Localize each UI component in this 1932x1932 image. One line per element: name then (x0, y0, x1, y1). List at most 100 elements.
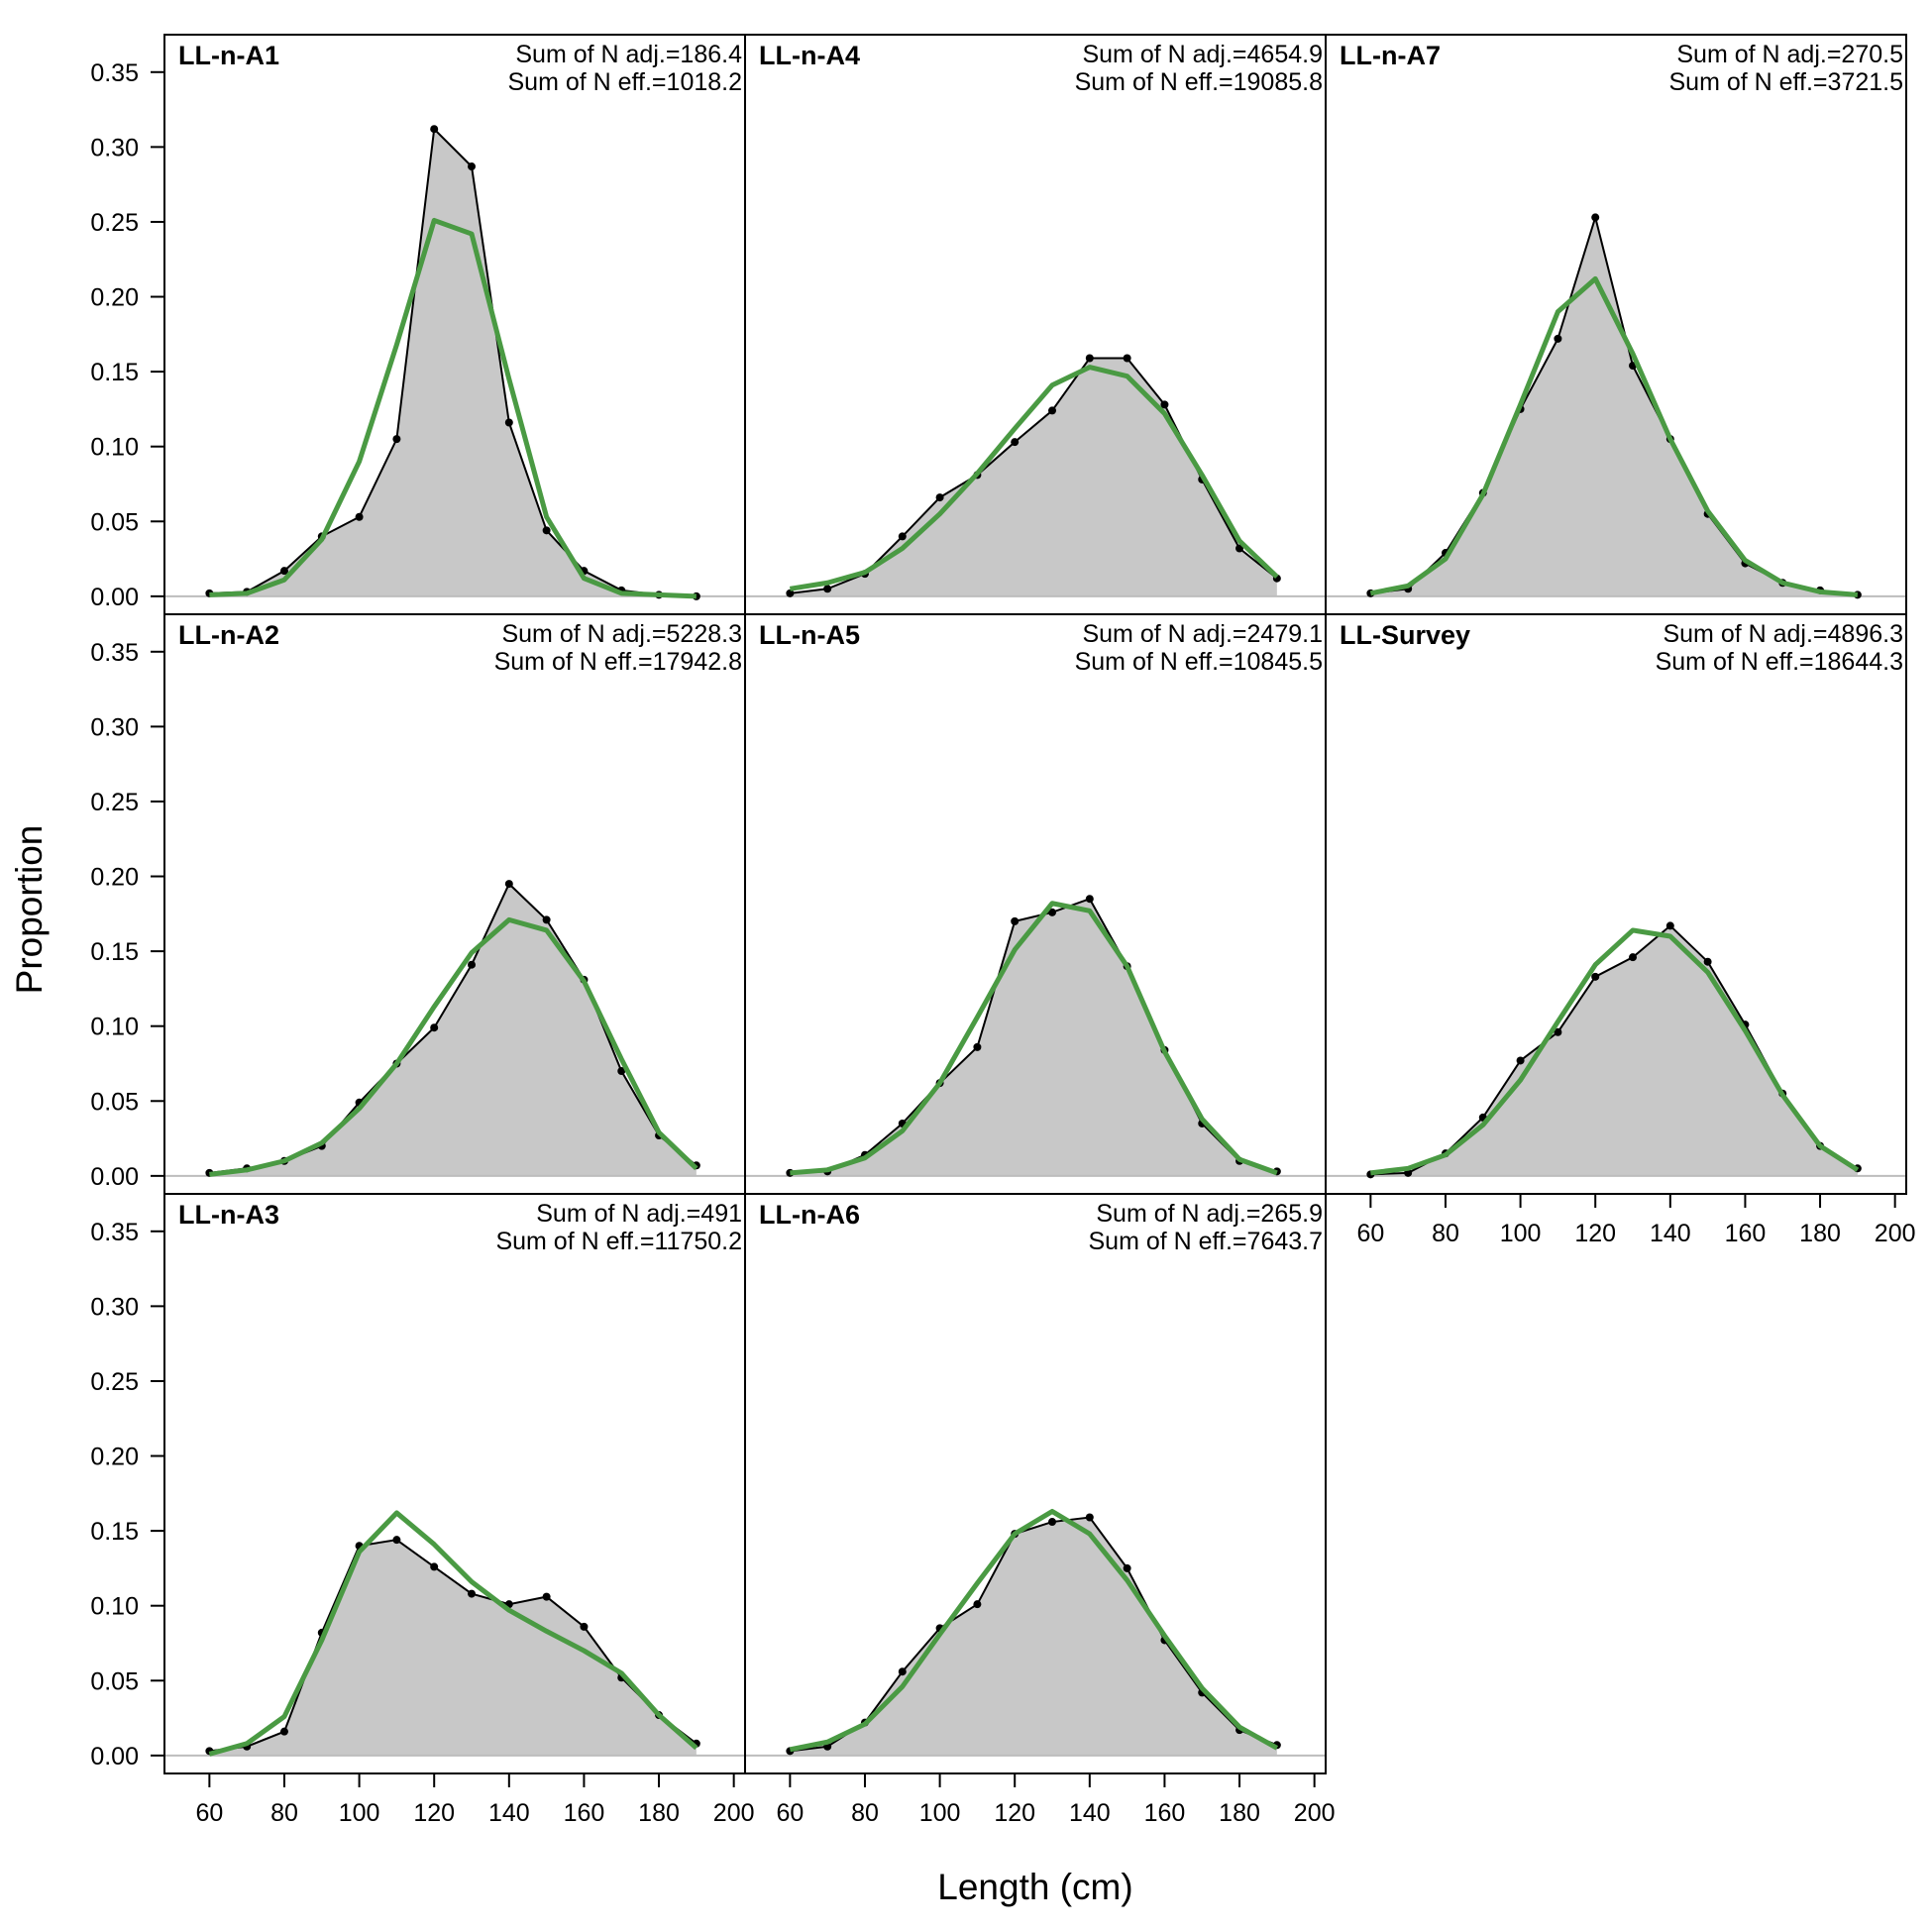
panel-frame (1325, 613, 1907, 1195)
observed-point (580, 1622, 589, 1631)
observed-area (209, 884, 697, 1176)
observed-point (1048, 1518, 1057, 1527)
observed-point (898, 1667, 907, 1676)
observed-point (973, 1042, 982, 1051)
sum-n-eff-label: Sum of N eff.=3721.5 (1669, 68, 1904, 96)
observed-area (1370, 217, 1858, 596)
x-tick-label: 180 (1219, 1799, 1260, 1827)
panel-title: LL-n-A6 (759, 1200, 860, 1230)
y-tick-label: 0.05 (90, 1667, 139, 1695)
y-tick-label: 0.25 (90, 209, 139, 237)
sum-n-adj-label: Sum of N adj.=5228.3 (501, 620, 742, 648)
observed-point (1085, 1513, 1094, 1522)
x-tick-label: 100 (339, 1799, 380, 1827)
observed-point (1629, 953, 1638, 962)
panel-title: LL-n-A1 (178, 41, 279, 70)
x-tick-label: 160 (1725, 1220, 1767, 1247)
x-axis-title: Length (cm) (937, 1867, 1132, 1907)
y-tick-label: 0.30 (90, 134, 139, 161)
y-tick-label: 0.05 (90, 1088, 139, 1116)
observed-point (1085, 895, 1094, 904)
observed-point (392, 1536, 401, 1545)
x-tick-label: 80 (1432, 1220, 1459, 1247)
observed-point (1048, 406, 1057, 415)
observed-point (542, 915, 551, 924)
x-tick-label: 60 (195, 1799, 223, 1827)
observed-point (542, 1592, 551, 1601)
expected-line (1370, 927, 1860, 1176)
observed-point (355, 512, 364, 521)
expected-line (208, 1510, 698, 1757)
x-tick-label: 100 (919, 1799, 961, 1827)
x-tick-label: 120 (994, 1799, 1035, 1827)
observed-point (1665, 921, 1674, 930)
sum-n-adj-label: Sum of N adj.=270.5 (1676, 41, 1903, 68)
observed-point (1591, 972, 1600, 981)
observed-area (790, 899, 1277, 1176)
x-tick-label: 200 (713, 1799, 755, 1827)
observed-point (430, 1562, 439, 1571)
x-tick-label: 80 (270, 1799, 298, 1827)
observed-line (209, 127, 697, 597)
expected-line (209, 217, 697, 599)
x-tick-label: 180 (1799, 1220, 1841, 1247)
observed-point (504, 880, 513, 889)
y-tick-label: 0.10 (90, 1014, 139, 1041)
observed-point (1123, 354, 1131, 363)
observed-point (823, 585, 832, 593)
observed-area (1370, 925, 1858, 1176)
sum-n-eff-label: Sum of N eff.=1018.2 (508, 68, 743, 96)
sum-n-adj-label: Sum of N adj.=4654.9 (1082, 41, 1323, 68)
observed-point (1554, 334, 1562, 343)
y-tick-label: 0.00 (90, 1163, 139, 1191)
y-tick-label: 0.20 (90, 284, 139, 312)
observed-point (1516, 1056, 1525, 1065)
panel-title: LL-n-A5 (759, 620, 860, 650)
observed-point (898, 532, 907, 541)
observed-area (209, 1540, 697, 1756)
observed-point (279, 567, 288, 576)
y-tick-label: 0.00 (90, 584, 139, 611)
x-tick-label: 200 (1294, 1799, 1336, 1827)
x-tick-label: 140 (1069, 1799, 1111, 1827)
observed-point (468, 960, 477, 969)
y-tick-label: 0.15 (90, 1518, 139, 1546)
expected-line (209, 916, 698, 1177)
observed-area (790, 1517, 1277, 1756)
x-tick-label: 100 (1500, 1220, 1542, 1247)
x-tick-label: 140 (1650, 1220, 1691, 1247)
x-tick-label: 140 (488, 1799, 530, 1827)
observed-point (468, 1589, 477, 1598)
observed-point (973, 1600, 982, 1609)
sum-n-adj-label: Sum of N adj.=186.4 (515, 41, 742, 68)
sum-n-eff-label: Sum of N eff.=10845.5 (1075, 648, 1323, 676)
observed-point (504, 418, 513, 427)
observed-point (430, 125, 439, 134)
panel-frame (744, 1193, 1327, 1774)
observed-point (1048, 908, 1057, 916)
sum-n-eff-label: Sum of N eff.=7643.7 (1089, 1228, 1324, 1255)
x-tick-label: 120 (1574, 1220, 1616, 1247)
observed-point (1160, 400, 1169, 409)
y-tick-label: 0.00 (90, 1743, 139, 1771)
y-tick-label: 0.35 (90, 639, 139, 667)
panel-title: LL-n-A4 (759, 41, 860, 70)
y-axis-title: Proportion (9, 825, 50, 995)
y-tick-label: 0.30 (90, 1293, 139, 1321)
y-tick-label: 0.20 (90, 1444, 139, 1471)
sum-n-eff-label: Sum of N eff.=19085.8 (1075, 68, 1323, 96)
observed-point (430, 1023, 439, 1032)
observed-point (1011, 916, 1020, 925)
sum-n-adj-label: Sum of N adj.=2479.1 (1082, 620, 1323, 648)
y-tick-label: 0.10 (90, 1593, 139, 1621)
sum-n-adj-label: Sum of N adj.=4896.3 (1663, 620, 1903, 648)
observed-point (1235, 544, 1244, 553)
y-tick-label: 0.25 (90, 789, 139, 816)
expected-line (1369, 275, 1859, 597)
observed-point (1554, 1027, 1562, 1036)
